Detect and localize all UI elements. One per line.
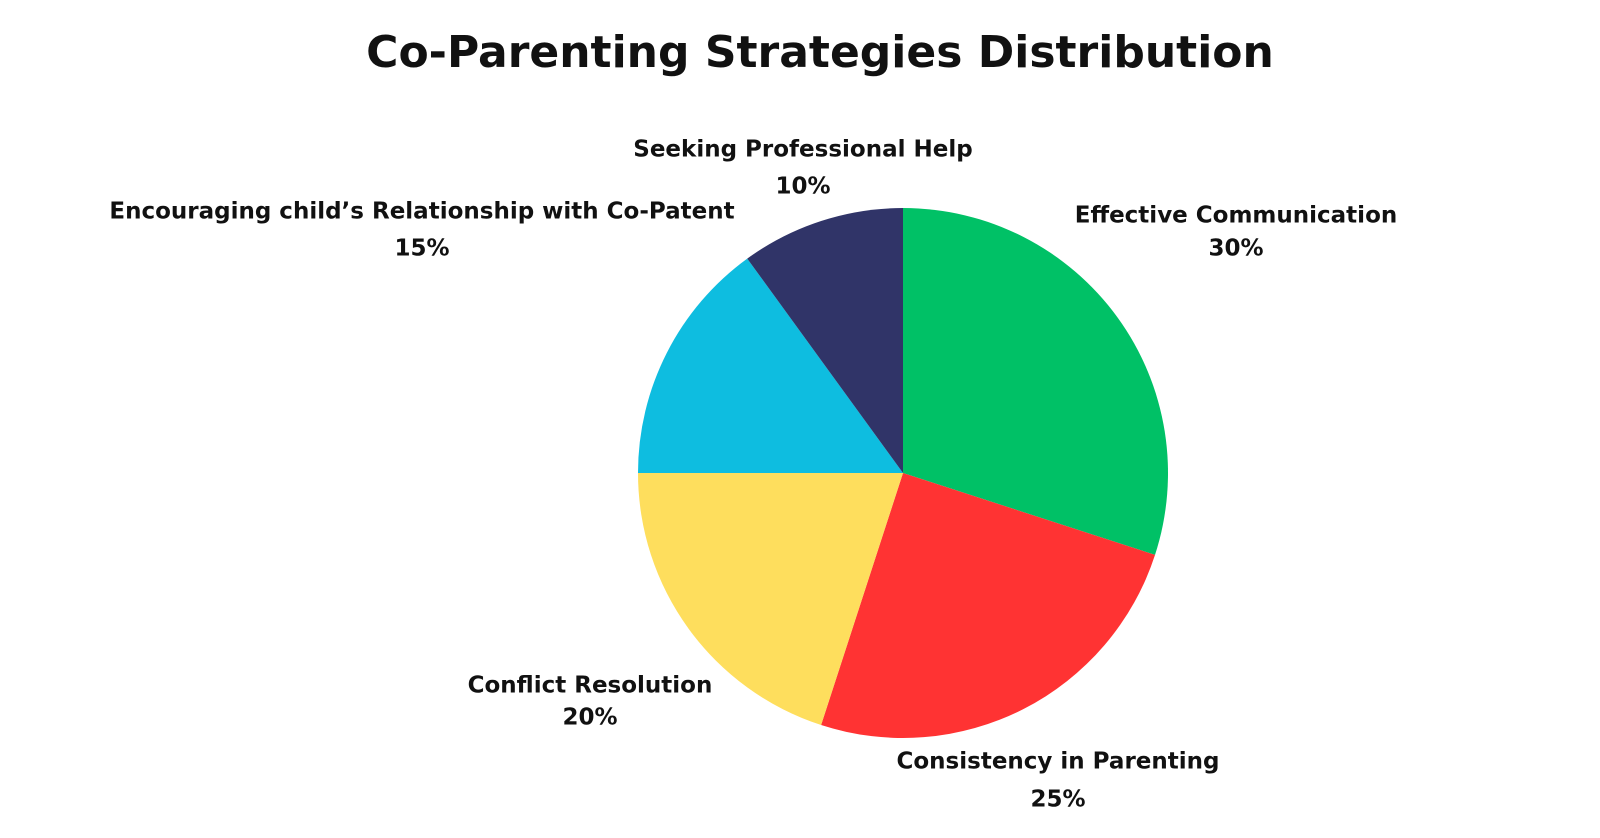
- pie-slice: [638, 258, 903, 473]
- slice-label: Effective Communication: [1075, 203, 1398, 229]
- pie-slice: [747, 208, 903, 473]
- slice-value-label: 10%: [775, 174, 830, 200]
- slice-value-label: 15%: [394, 236, 449, 262]
- slice-label: Seeking Professional Help: [633, 137, 972, 163]
- slice-label: Consistency in Parenting: [897, 749, 1220, 775]
- pie-slice: [638, 473, 903, 726]
- chart-title: Co-Parenting Strategies Distribution: [366, 27, 1274, 78]
- slice-value-label: 25%: [1030, 787, 1085, 813]
- slice-label: Conflict Resolution: [468, 673, 713, 699]
- slice-value-label: 20%: [562, 705, 617, 731]
- pie-slice: [903, 208, 1169, 555]
- pie-slice: [821, 473, 1156, 739]
- slice-label: Encouraging child’s Relationship with Co…: [109, 199, 734, 225]
- slice-value-label: 30%: [1208, 236, 1263, 262]
